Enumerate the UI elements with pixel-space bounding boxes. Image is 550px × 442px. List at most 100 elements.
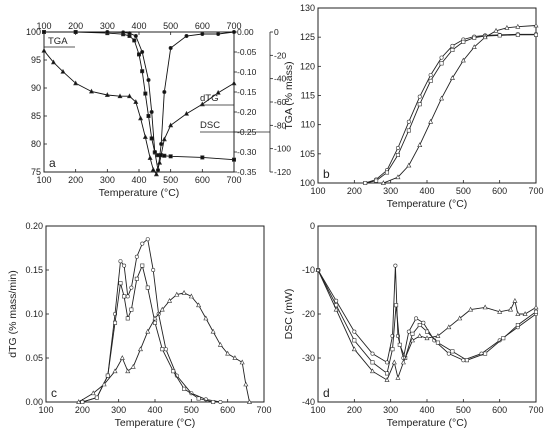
data-point [450,349,455,354]
dtg-tick-label: -0.15 [237,87,257,97]
dtg-tick-label: -0.20 [237,107,257,117]
data-point-dtg [149,110,154,115]
data-point-dtg [121,30,126,35]
y-tick-label: -40 [302,397,315,407]
y-tick-label: 95 [31,55,41,65]
data-point [239,359,245,365]
x-tick-label: 300 [383,405,398,415]
data-point-tga [132,38,137,43]
data-point [129,307,134,312]
x-tick-label: 200 [347,186,362,196]
data-point-dsc [117,93,123,99]
data-point [435,333,441,338]
panel-letter: c [51,386,57,400]
x-tick-label: 400 [131,175,146,185]
data-point-dsc [51,59,56,65]
data-point [211,399,216,404]
x-tick-label: 700 [226,175,241,185]
data-point-tga [232,157,237,162]
data-point-dtg [184,33,189,38]
data-point-dtg [162,90,167,95]
x-tick-label: 200 [75,405,90,415]
dsc-tick-label: -40 [274,74,287,84]
data-point [129,285,134,290]
data-point-dsc [184,110,189,116]
x-axis-label: Temperature (°C) [115,417,196,429]
data-point [153,320,158,325]
data-point [113,320,118,325]
data-point [334,298,339,303]
data-point-tga [162,153,167,158]
data-point [105,373,110,378]
panel-letter: d [323,386,330,400]
x-tick-label: 400 [419,405,434,415]
data-point [385,170,390,175]
data-point [391,359,397,365]
data-point [203,315,209,321]
data-point [501,336,506,341]
data-point [483,351,488,356]
x-tick-label: 500 [163,175,178,185]
data-point-dsc [168,122,174,128]
x-axis-label: Temperature (°C) [387,417,468,429]
data-point [385,371,390,376]
chart-panel-a: 1001002002003003004004005005006006007007… [26,21,291,199]
data-point [210,328,216,334]
data-point [428,78,433,83]
data-point [163,347,168,352]
y-tick-label: 130 [300,3,315,13]
data-point [134,276,139,281]
data-point [397,342,402,347]
data-point [333,306,339,312]
x-tick-label: 500 [456,186,471,196]
x-tick-label: 600 [220,405,235,415]
data-point [461,39,466,44]
data-point [515,311,521,316]
series-line-2 [317,269,537,375]
data-point [468,306,474,312]
data-point [145,328,151,334]
data-point [449,75,455,80]
data-point [446,351,451,356]
data-point [533,22,539,28]
x-tick-label: 300 [100,175,115,185]
data-point [352,338,357,343]
y-tick-label: 120 [300,61,315,71]
data-point [439,55,444,60]
data-point [460,57,466,63]
data-point-dsc [73,80,79,86]
data-point [370,351,375,356]
series-line-dsc [43,50,235,176]
data-point [196,302,202,308]
data-point-dtg [127,31,132,36]
x-top-tick-label: 700 [226,21,241,31]
dtg-tick-label: -0.35 [237,167,257,177]
y-tick-label: 125 [300,32,315,42]
data-point [363,181,368,186]
annotation-dsc: DSC [200,120,220,131]
x-tick-label: 700 [528,405,543,415]
data-point [218,399,223,404]
x-axis-label: Temperature (°C) [99,187,180,199]
data-point [417,322,422,327]
data-point-dtg [152,150,157,155]
data-point [352,329,357,334]
data-point-dsc [231,80,237,86]
data-point [406,329,411,334]
data-point [393,263,398,268]
data-point [76,399,82,404]
dsc-tick-label: -20 [274,50,287,60]
x-tick-label: 300 [111,405,126,415]
x-tick-label: 600 [195,175,210,185]
data-point [497,33,502,38]
data-point [125,294,130,299]
data-point [417,333,423,338]
data-point-dsc [104,92,110,97]
data-point-dtg [159,142,164,147]
data-point-dsc [138,115,144,121]
data-point [424,329,429,334]
chart-panel-d: 100 200 300 400 500 600 700 Temperature (°C) -40… [283,221,544,429]
x-tick-label: 500 [456,405,471,415]
data-point [225,350,231,356]
x-tick-label: 100 [310,186,325,196]
